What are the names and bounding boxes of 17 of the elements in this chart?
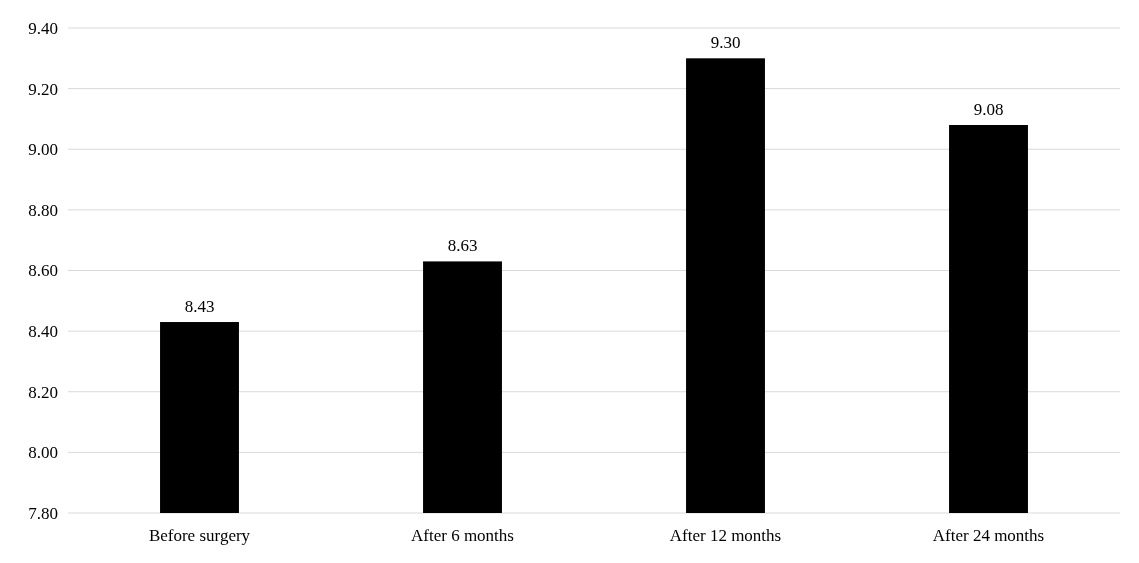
y-tick-label: 8.20	[28, 382, 58, 402]
y-tick-label: 9.00	[28, 140, 58, 160]
y-tick-label: 9.20	[28, 79, 58, 99]
x-tick-label: Before surgery	[148, 526, 251, 545]
data-label: 9.08	[973, 100, 1004, 119]
y-tick-label: 8.00	[28, 443, 58, 463]
data-label: 9.30	[710, 33, 741, 53]
x-tick-label: After 24 months	[932, 526, 1045, 545]
y-tick-label: 9.40	[28, 18, 58, 38]
y-tick-label: 8.60	[28, 261, 58, 281]
y-tick-label: 7.80	[28, 503, 58, 523]
x-tick-label: After 6 months	[411, 526, 514, 545]
y-tick-label: 8.40	[28, 322, 58, 342]
data-label: 8.63	[447, 236, 478, 256]
data-label: 8.43	[184, 297, 215, 317]
x-tick-label: After 12 months	[669, 526, 782, 545]
y-tick-label: 8.80	[28, 200, 58, 220]
